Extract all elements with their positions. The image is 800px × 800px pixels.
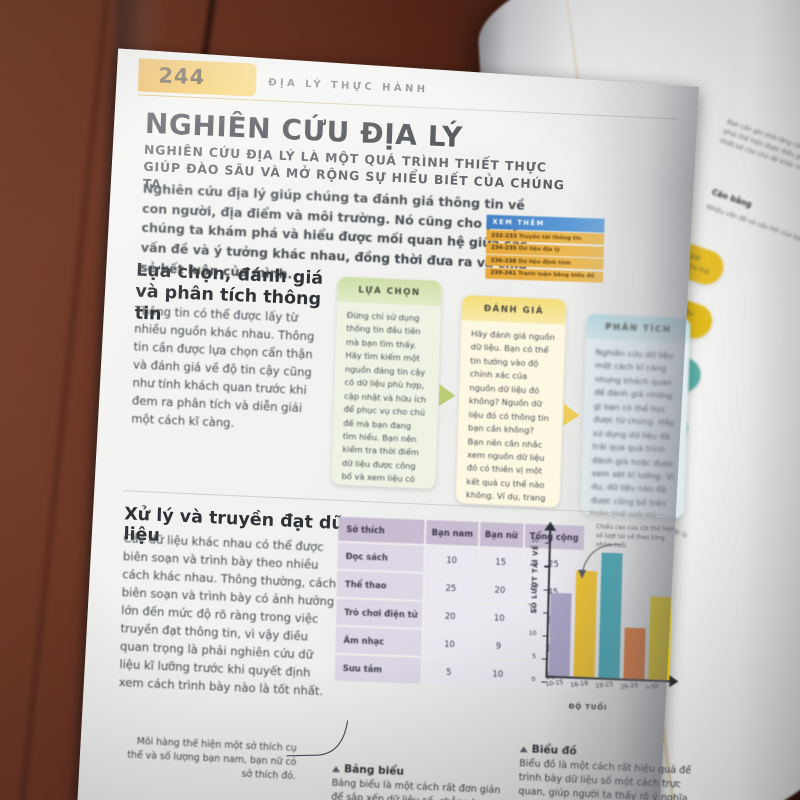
section-two-body: Các dữ liệu khác nhau có thể được biên s… xyxy=(118,531,337,699)
caption-1-body: Bảng biểu là một cách rất đơn giản để sắ… xyxy=(330,778,501,800)
left-page-content: 244 ĐỊA LÝ THỰC HÀNH NGHIÊN CỨU ĐỊA LÝ N… xyxy=(93,51,699,800)
running-head: ĐỊA LÝ THỰC HÀNH xyxy=(268,77,429,96)
panel-danh-gia: ĐÁNH GIÁ Hãy đánh giá nguồn dữ liệu. Bạn… xyxy=(455,295,567,508)
y-tick-0: 0 xyxy=(531,676,536,684)
bar-16-18 xyxy=(573,570,598,678)
x-tick-16-18: 16-18 xyxy=(569,679,589,689)
downloads-bar-chart: SỐ LƯỢT TẢI VỀ ĐỘ TUỔI 0 5 10 15 20 25 30 10-1… xyxy=(517,521,687,719)
caption-1-heading: Bảng biểu xyxy=(343,763,405,779)
y-tick-30: 30 xyxy=(530,537,540,545)
book-spread: 244 ĐỊA LÝ THỰC HÀNH NGHIÊN CỨU ĐỊA LÝ N… xyxy=(76,48,800,800)
cell-hobby-1: Đọc sách xyxy=(337,542,425,573)
cell-hobby-5: Sưu tầm xyxy=(334,655,422,685)
y-tick-10: 10 xyxy=(528,629,537,637)
th-boys: Bạn nam xyxy=(426,520,479,547)
caption-bang-bieu: Bảng biểu Bảng biểu là một cách rất đơn … xyxy=(330,762,507,800)
see-also-pages-4: 239-241 xyxy=(490,270,517,278)
y-tick-mark xyxy=(541,658,547,660)
y-tick-mark xyxy=(543,588,549,591)
see-also-pages-1: 232-233 xyxy=(491,232,517,240)
caption-2-heading: Biểu đồ xyxy=(531,743,577,758)
bar-10-15 xyxy=(548,592,572,677)
y-tick-15: 15 xyxy=(529,606,538,614)
cell-girls-4: 9 xyxy=(476,632,521,661)
x-axis-label: ĐỘ TUỔI xyxy=(568,702,608,712)
section-one-body: Thông tin có thể được lấy từ nhiều nguồn… xyxy=(131,303,315,430)
caption-2-body: Biểu đồ là một cách rất hiệu quả để trìn… xyxy=(518,758,692,800)
y-tick-20: 20 xyxy=(529,583,538,591)
cell-girls-5: 10 xyxy=(476,660,520,689)
y-tick-mark xyxy=(544,542,550,545)
x-tick->30: >30 xyxy=(644,682,659,692)
cell-boys-3: 20 xyxy=(424,602,477,631)
see-also-label-4: Tranh luận bằng biểu đồ xyxy=(517,271,595,280)
cell-hobby-2: Thể thao xyxy=(336,570,424,601)
cell-hobby-4: Âm nhạc xyxy=(335,627,423,657)
panel-phan-tich: PHÂN TÍCH Nghiên cứu dữ liệu một cách kĩ… xyxy=(580,313,691,519)
see-also-pages-2: 234-235 xyxy=(490,245,517,253)
cell-boys-1: 10 xyxy=(425,546,478,575)
triangle-marker-icon xyxy=(519,746,528,753)
bar->30 xyxy=(648,596,672,681)
x-tick-10-15: 10-15 xyxy=(544,678,564,689)
chart-callout-arrow-icon xyxy=(578,543,621,579)
cell-hobby-3: Trò chơi điện tử xyxy=(335,598,423,629)
cell-boys-2: 25 xyxy=(424,574,477,603)
y-tick-mark xyxy=(543,612,549,614)
y-tick-mark xyxy=(544,565,550,568)
cell-boys-5: 5 xyxy=(422,658,475,687)
see-also-label-3: Dữ liệu định tính xyxy=(518,258,571,267)
cell-boys-4: 10 xyxy=(423,630,476,659)
triangle-marker-icon xyxy=(331,765,341,773)
cell-girls-3: 10 xyxy=(477,604,521,632)
th-hobby: Sở thích xyxy=(338,516,426,545)
panel-2-body: Hãy đánh giá nguồn dữ liệu. Bạn có thể t… xyxy=(465,328,556,508)
th-girls: Bạn nữ xyxy=(479,522,524,548)
panel-arrow-2-icon xyxy=(563,403,580,427)
y-tick-25: 25 xyxy=(530,560,539,568)
table-note: Mỗi hàng thể hiện một sở thích cụ thể và… xyxy=(127,736,297,783)
panel-3-body: Nghiên cứu dữ liệu một cách kĩ càng nhưn… xyxy=(590,347,675,519)
bar-26-29 xyxy=(623,627,646,680)
see-also-label-2: Dữ liệu địa lý xyxy=(518,246,560,254)
see-also-pages-3: 236-238 xyxy=(490,257,517,265)
see-also-box[interactable]: XEM THÊM 232-233 Truyền tải thông tin 23… xyxy=(485,214,605,283)
page-number: 244 xyxy=(158,63,206,90)
panel-arrow-1-icon xyxy=(438,384,456,407)
y-tick-5: 5 xyxy=(531,652,537,661)
cell-girls-2: 20 xyxy=(478,576,522,604)
x-tick-26-29: 26-29 xyxy=(619,681,639,691)
cell-girls-1: 15 xyxy=(478,548,523,576)
panel-lua-chon: LỰA CHỌN Đừng chỉ sử dụng thông tin đầu … xyxy=(331,276,442,490)
panel-1-body: Đừng chỉ sử dụng thông tin đầu tiên mà b… xyxy=(341,309,427,489)
y-tick-mark xyxy=(542,635,548,637)
x-tick-19-25: 19-25 xyxy=(594,680,614,690)
left-page: 244 ĐỊA LÝ THỰC HÀNH NGHIÊN CỨU ĐỊA LÝ N… xyxy=(77,48,699,800)
caption-bieu-do: Biểu đồ Biểu đồ là một cách rất hiệu quả… xyxy=(517,742,695,800)
see-also-label-1: Truyền tải thông tin xyxy=(518,233,582,242)
